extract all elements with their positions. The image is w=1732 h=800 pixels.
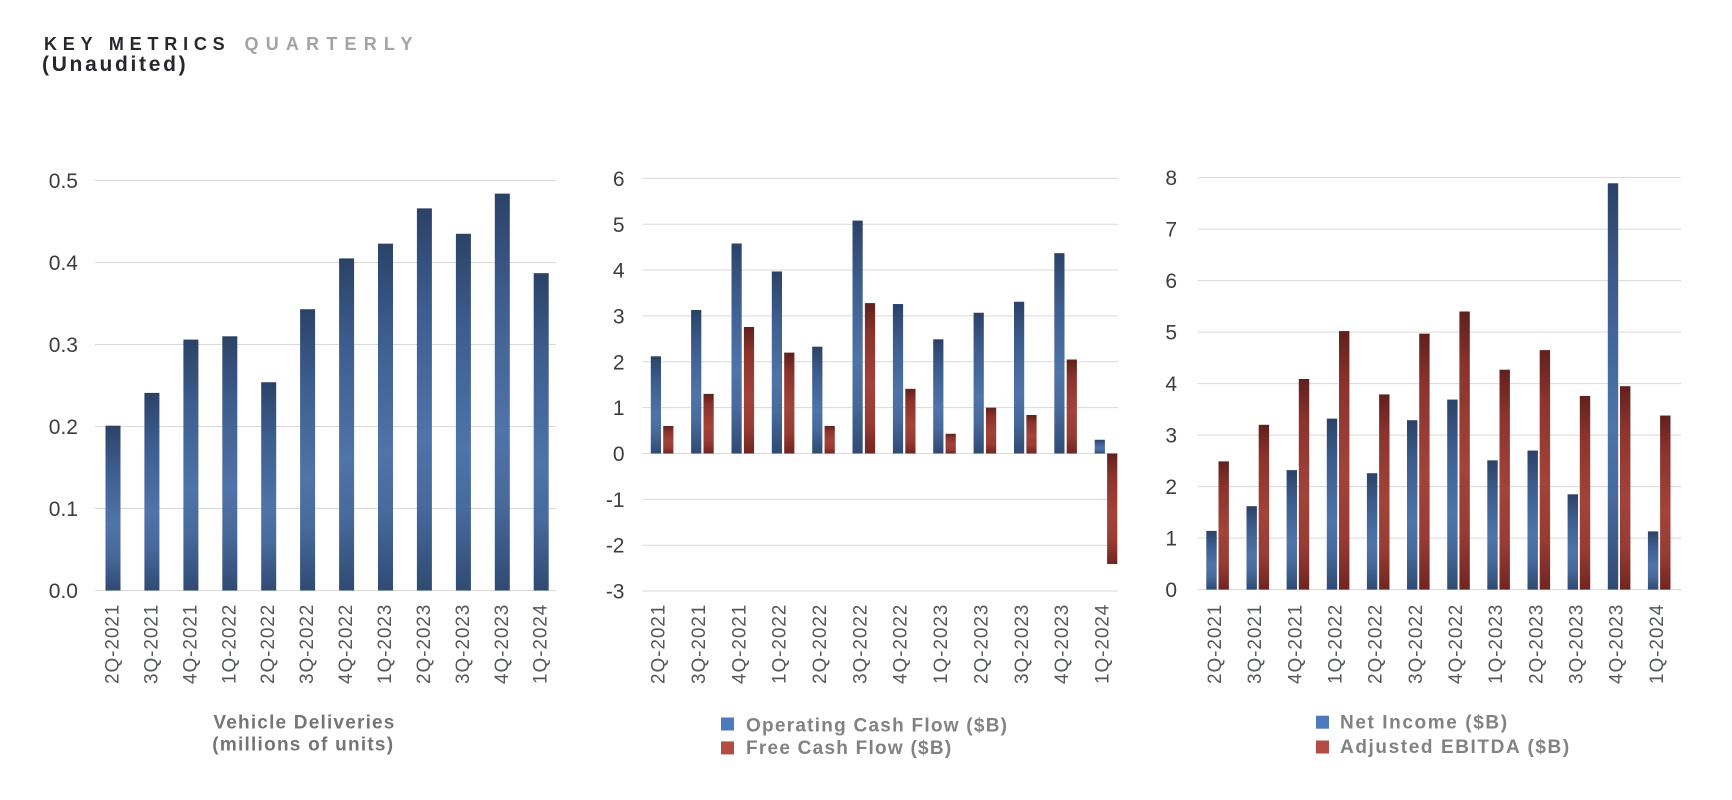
svg-text:0: 0 — [613, 443, 625, 466]
svg-text:(millions of units): (millions of units) — [212, 735, 394, 756]
svg-text:2Q-2021: 2Q-2021 — [649, 604, 670, 684]
svg-text:3Q-2022: 3Q-2022 — [850, 604, 871, 684]
svg-text:0.4: 0.4 — [49, 252, 79, 275]
svg-text:5: 5 — [613, 214, 625, 237]
svg-text:1: 1 — [1165, 528, 1177, 551]
svg-text:2Q-2022: 2Q-2022 — [258, 604, 279, 684]
svg-text:4: 4 — [1165, 373, 1177, 396]
svg-text:4: 4 — [613, 260, 625, 283]
svg-text:2Q-2022: 2Q-2022 — [1366, 604, 1387, 684]
svg-text:3Q-2022: 3Q-2022 — [1406, 604, 1427, 684]
svg-text:4Q-2023: 4Q-2023 — [1607, 604, 1628, 684]
svg-text:-2: -2 — [606, 535, 625, 558]
svg-text:0.5: 0.5 — [49, 170, 78, 193]
svg-text:4Q-2023: 4Q-2023 — [492, 604, 513, 684]
svg-text:1Q-2024: 1Q-2024 — [1647, 604, 1668, 684]
svg-text:1Q-2024: 1Q-2024 — [1093, 604, 1114, 684]
svg-text:2Q-2023: 2Q-2023 — [414, 604, 435, 684]
svg-text:4Q-2022: 4Q-2022 — [1446, 604, 1467, 684]
svg-text:2Q-2023: 2Q-2023 — [1526, 604, 1547, 684]
svg-text:4Q-2021: 4Q-2021 — [1285, 604, 1306, 684]
svg-text:1Q-2022: 1Q-2022 — [219, 604, 240, 684]
svg-text:Adjusted EBITDA ($B): Adjusted EBITDA ($B) — [1340, 737, 1571, 758]
svg-text:Net Income ($B): Net Income ($B) — [1340, 712, 1509, 733]
svg-text:Vehicle Deliveries: Vehicle Deliveries — [213, 713, 395, 734]
svg-text:3Q-2021: 3Q-2021 — [1245, 604, 1266, 684]
svg-text:3Q-2021: 3Q-2021 — [141, 604, 162, 684]
svg-text:1Q-2023: 1Q-2023 — [931, 604, 952, 684]
svg-text:4Q-2023: 4Q-2023 — [1052, 604, 1073, 684]
svg-text:4Q-2021: 4Q-2021 — [729, 604, 750, 684]
svg-text:2: 2 — [613, 351, 625, 374]
svg-text:3Q-2023: 3Q-2023 — [453, 604, 474, 684]
svg-text:1Q-2023: 1Q-2023 — [1486, 604, 1507, 684]
svg-text:0: 0 — [1165, 579, 1177, 602]
svg-text:3Q-2023: 3Q-2023 — [1012, 604, 1033, 684]
svg-text:2Q-2021: 2Q-2021 — [103, 604, 124, 684]
svg-text:1Q-2022: 1Q-2022 — [770, 604, 791, 684]
svg-text:(Unaudited): (Unaudited) — [42, 53, 188, 76]
svg-text:1Q-2024: 1Q-2024 — [531, 604, 552, 684]
svg-text:Operating Cash Flow ($B): Operating Cash Flow ($B) — [746, 716, 1008, 737]
svg-text:-1: -1 — [606, 489, 625, 512]
svg-text:4Q-2022: 4Q-2022 — [891, 604, 912, 684]
svg-text:8: 8 — [1165, 167, 1177, 190]
svg-text:2: 2 — [1165, 476, 1177, 499]
svg-text:-3: -3 — [606, 581, 625, 604]
svg-text:3: 3 — [1165, 425, 1177, 448]
svg-text:6: 6 — [613, 168, 625, 191]
svg-text:2Q-2021: 2Q-2021 — [1205, 604, 1226, 684]
svg-text:0.3: 0.3 — [49, 334, 78, 357]
svg-text:3: 3 — [613, 305, 625, 328]
svg-text:4Q-2021: 4Q-2021 — [180, 604, 201, 684]
svg-text:3Q-2022: 3Q-2022 — [297, 604, 318, 684]
svg-text:0.1: 0.1 — [49, 498, 78, 521]
svg-text:2Q-2023: 2Q-2023 — [971, 604, 992, 684]
svg-text:7: 7 — [1165, 219, 1177, 242]
svg-text:1: 1 — [613, 397, 625, 420]
svg-text:Free Cash Flow ($B): Free Cash Flow ($B) — [746, 738, 952, 759]
svg-text:0.0: 0.0 — [49, 580, 78, 603]
svg-text:0.2: 0.2 — [49, 416, 78, 439]
svg-text:2Q-2022: 2Q-2022 — [810, 604, 831, 684]
svg-text:1Q-2023: 1Q-2023 — [375, 604, 396, 684]
svg-text:5: 5 — [1165, 322, 1177, 345]
svg-text:4Q-2022: 4Q-2022 — [336, 604, 357, 684]
svg-text:1Q-2022: 1Q-2022 — [1326, 604, 1347, 684]
svg-text:3Q-2023: 3Q-2023 — [1566, 604, 1587, 684]
svg-text:6: 6 — [1165, 270, 1177, 293]
svg-text:3Q-2021: 3Q-2021 — [689, 604, 710, 684]
